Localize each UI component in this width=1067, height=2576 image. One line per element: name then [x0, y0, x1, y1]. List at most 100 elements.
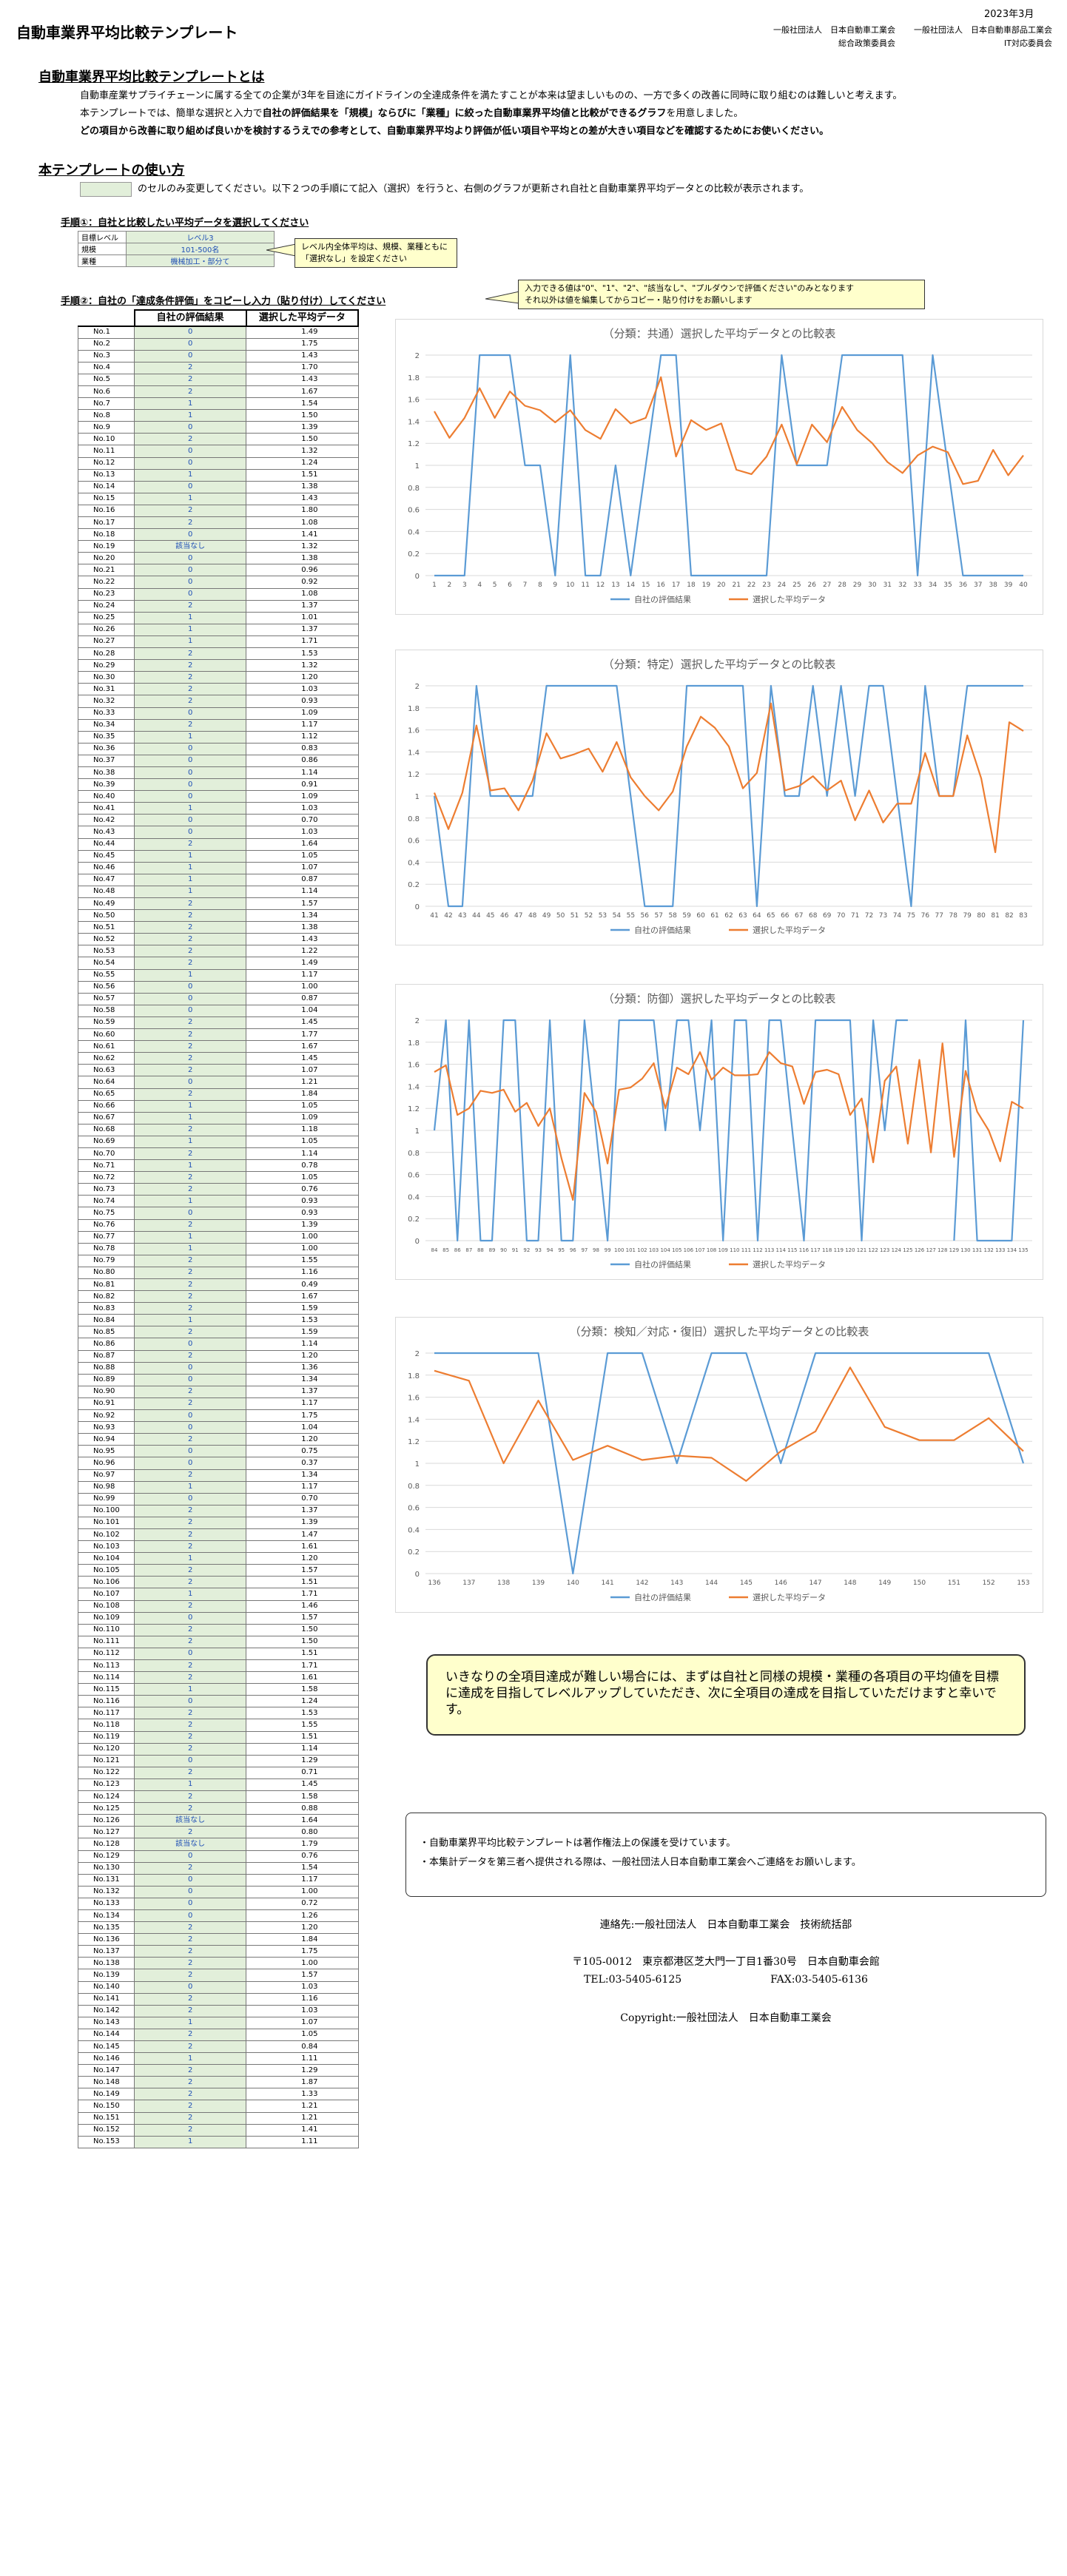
- self-eval-cell[interactable]: 0: [133, 980, 247, 994]
- self-eval-cell[interactable]: 1: [133, 1683, 247, 1696]
- self-eval-cell[interactable]: 2: [133, 1742, 247, 1756]
- self-eval-cell[interactable]: 2: [133, 599, 247, 613]
- self-eval-cell[interactable]: 2: [133, 1123, 247, 1136]
- self-eval-cell[interactable]: 2: [133, 921, 247, 934]
- self-eval-cell[interactable]: 0: [133, 1492, 247, 1506]
- self-eval-cell[interactable]: 2: [133, 1730, 247, 1744]
- self-eval-cell[interactable]: 2: [133, 1516, 247, 1529]
- self-eval-cell[interactable]: 2: [133, 1576, 247, 1589]
- self-eval-cell[interactable]: 2: [133, 1385, 247, 1398]
- self-eval-cell[interactable]: 0: [133, 1980, 247, 1994]
- self-eval-cell[interactable]: 2: [133, 2088, 247, 2101]
- self-eval-cell[interactable]: 0: [133, 337, 247, 351]
- self-eval-cell[interactable]: 2: [133, 2004, 247, 2017]
- self-eval-cell[interactable]: 0: [133, 1076, 247, 1089]
- self-eval-cell[interactable]: 2: [133, 1171, 247, 1184]
- self-eval-cell[interactable]: 1: [133, 1778, 247, 1792]
- self-eval-cell[interactable]: 2: [133, 695, 247, 708]
- self-eval-cell[interactable]: 2: [133, 659, 247, 672]
- self-eval-cell[interactable]: 0: [133, 1004, 247, 1017]
- self-eval-cell[interactable]: 1: [133, 492, 247, 505]
- self-eval-cell[interactable]: 2: [133, 933, 247, 946]
- self-eval-cell[interactable]: 2: [133, 2076, 247, 2089]
- self-eval-cell[interactable]: 0: [133, 480, 247, 493]
- self-eval-cell[interactable]: 1: [133, 2016, 247, 2029]
- self-eval-cell[interactable]: 1: [133, 861, 247, 874]
- self-eval-cell[interactable]: 2: [133, 1564, 247, 1577]
- self-eval-cell[interactable]: 1: [133, 730, 247, 744]
- self-eval-cell[interactable]: 0: [133, 1409, 247, 1423]
- self-eval-cell[interactable]: 0: [133, 326, 247, 339]
- self-eval-cell[interactable]: 2: [133, 1266, 247, 1280]
- self-eval-cell[interactable]: 2: [133, 1540, 247, 1554]
- scale-select[interactable]: 101-500名: [126, 243, 275, 255]
- self-eval-cell[interactable]: 2: [133, 1861, 247, 1875]
- self-eval-cell[interactable]: 1: [133, 1111, 247, 1125]
- self-eval-cell[interactable]: 2: [133, 1766, 247, 1779]
- self-eval-cell[interactable]: 0: [133, 1754, 247, 1767]
- self-eval-cell[interactable]: 2: [133, 1302, 247, 1315]
- self-eval-cell[interactable]: 0: [133, 992, 247, 1005]
- self-eval-cell[interactable]: 2: [133, 837, 247, 851]
- self-eval-cell[interactable]: 2: [133, 373, 247, 386]
- self-eval-cell[interactable]: 0: [133, 552, 247, 565]
- self-eval-cell[interactable]: 1: [133, 635, 247, 649]
- self-eval-cell[interactable]: 2: [133, 385, 247, 399]
- self-eval-cell[interactable]: 2: [133, 647, 247, 661]
- self-eval-cell[interactable]: 0: [133, 707, 247, 720]
- self-eval-cell[interactable]: 0: [133, 1850, 247, 1863]
- self-eval-cell[interactable]: 2: [133, 1397, 247, 1411]
- self-eval-cell[interactable]: 1: [133, 873, 247, 886]
- self-eval-cell[interactable]: 1: [133, 611, 247, 624]
- self-eval-cell[interactable]: 2: [133, 1349, 247, 1363]
- self-eval-cell[interactable]: 2: [133, 2040, 247, 2054]
- self-eval-cell[interactable]: 0: [133, 587, 247, 601]
- self-eval-cell[interactable]: 0: [133, 1338, 247, 1351]
- self-eval-cell[interactable]: 0: [133, 1207, 247, 1220]
- self-eval-cell[interactable]: 1: [133, 468, 247, 482]
- self-eval-cell[interactable]: 2: [133, 1028, 247, 1042]
- self-eval-cell[interactable]: 2: [133, 1326, 247, 1339]
- self-eval-cell[interactable]: 1: [133, 1552, 247, 1565]
- self-eval-cell[interactable]: 1: [133, 1314, 247, 1327]
- self-eval-cell[interactable]: 2: [133, 1016, 247, 1030]
- self-eval-cell[interactable]: 0: [133, 1873, 247, 1887]
- self-eval-cell[interactable]: 0: [133, 445, 247, 458]
- self-eval-cell[interactable]: 該当なし: [133, 540, 247, 553]
- self-eval-cell[interactable]: 2: [133, 516, 247, 530]
- self-eval-cell[interactable]: 2: [133, 2064, 247, 2077]
- self-eval-cell[interactable]: 2: [133, 1052, 247, 1065]
- self-eval-cell[interactable]: 0: [133, 1421, 247, 1434]
- self-eval-cell[interactable]: 2: [133, 1969, 247, 1982]
- self-eval-cell[interactable]: 2: [133, 671, 247, 684]
- self-eval-cell[interactable]: 0: [133, 349, 247, 363]
- self-eval-cell[interactable]: 2: [133, 2123, 247, 2137]
- self-eval-cell[interactable]: 2: [133, 1147, 247, 1161]
- self-eval-cell[interactable]: 2: [133, 1064, 247, 1077]
- self-eval-cell[interactable]: 2: [133, 1183, 247, 1196]
- self-eval-cell[interactable]: 2: [133, 1802, 247, 1815]
- self-eval-cell[interactable]: 0: [133, 421, 247, 434]
- self-eval-cell[interactable]: 0: [133, 1885, 247, 1898]
- self-eval-cell[interactable]: 2: [133, 1278, 247, 1292]
- self-eval-cell[interactable]: 1: [133, 1195, 247, 1208]
- self-eval-cell[interactable]: 2: [133, 2111, 247, 2125]
- self-eval-cell[interactable]: 2: [133, 1635, 247, 1648]
- self-eval-cell[interactable]: 2: [133, 1826, 247, 1839]
- self-eval-cell[interactable]: 1: [133, 1588, 247, 1601]
- self-eval-cell[interactable]: 2: [133, 1992, 247, 2006]
- self-eval-cell[interactable]: 1: [133, 1159, 247, 1173]
- self-eval-cell[interactable]: 2: [133, 1659, 247, 1673]
- self-eval-cell[interactable]: 0: [133, 1361, 247, 1375]
- self-eval-cell[interactable]: 0: [133, 778, 247, 792]
- self-eval-cell[interactable]: 2: [133, 909, 247, 923]
- self-eval-cell[interactable]: 1: [133, 2052, 247, 2066]
- self-eval-cell[interactable]: 2: [133, 1671, 247, 1685]
- self-eval-cell[interactable]: 2: [133, 1469, 247, 1482]
- level-select[interactable]: レベル3: [126, 231, 275, 243]
- self-eval-cell[interactable]: 2: [133, 718, 247, 732]
- self-eval-cell[interactable]: 1: [133, 409, 247, 422]
- self-eval-cell[interactable]: 1: [133, 1099, 247, 1113]
- self-eval-cell[interactable]: 2: [133, 1599, 247, 1613]
- self-eval-cell[interactable]: 2: [133, 957, 247, 970]
